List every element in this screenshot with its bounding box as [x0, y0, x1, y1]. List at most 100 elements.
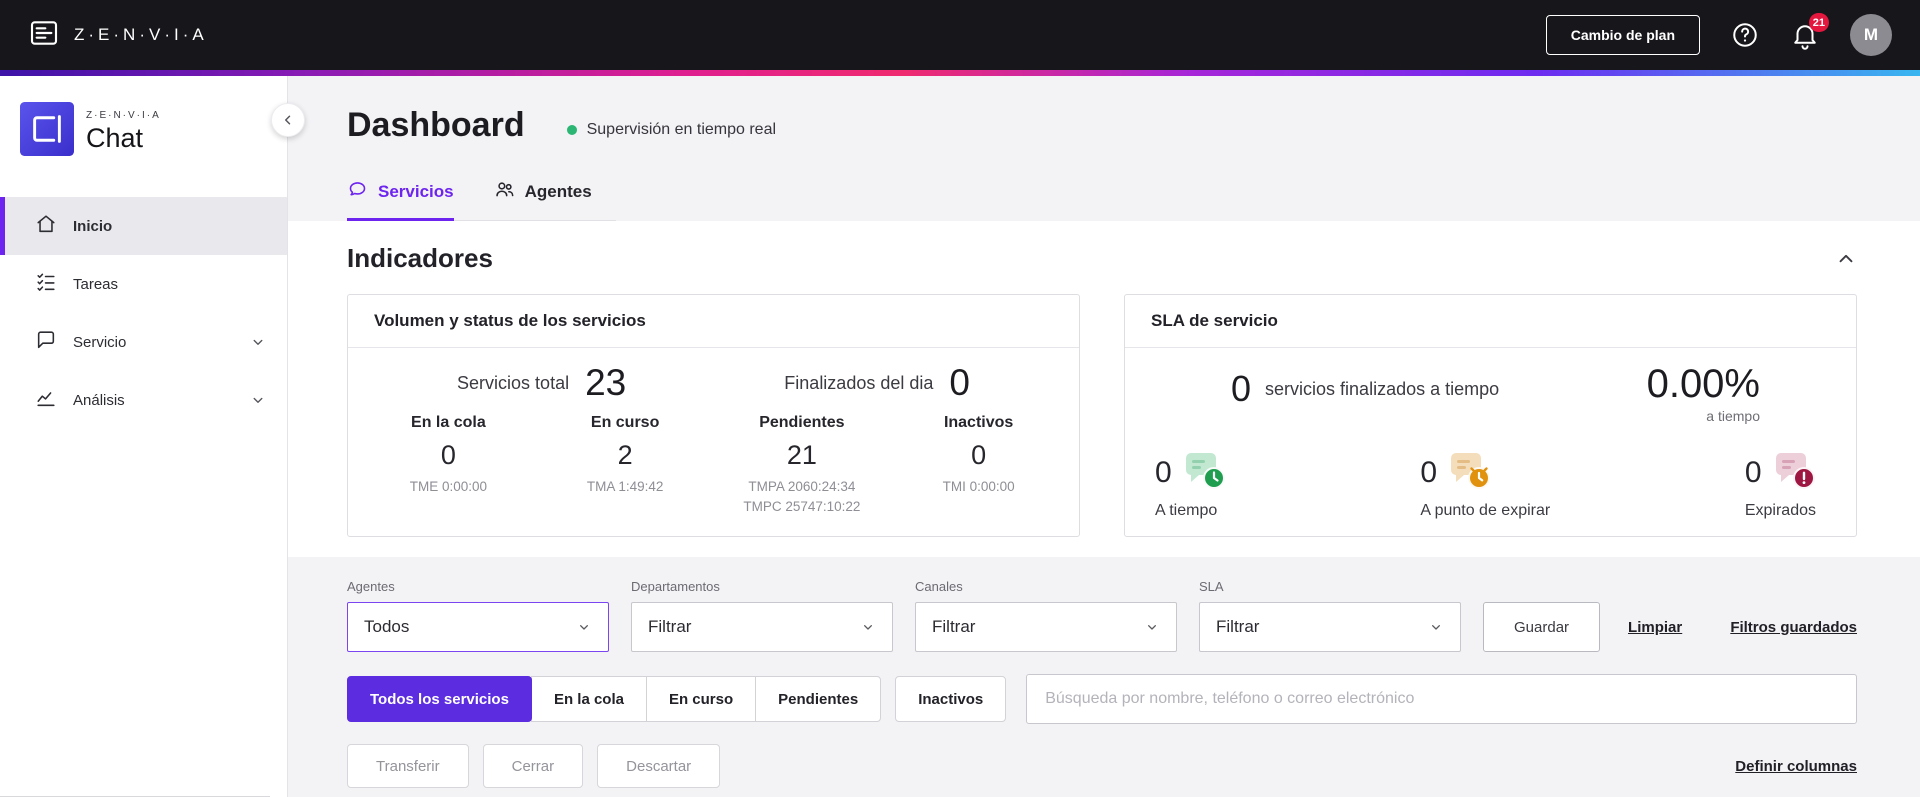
chat-product-logo[interactable]: Z·E·N·V·I·A Chat [0, 76, 287, 169]
about-to-expire-icon [1447, 448, 1491, 497]
tab-label: Agentes [524, 182, 592, 201]
sidebar-menu: Inicio Tareas [0, 197, 287, 429]
brand-gradient-strip [0, 70, 1920, 76]
filter-sla: SLA Filtrar [1199, 579, 1461, 652]
sidebar: Z·E·N·V·I·A Chat Inicio [0, 76, 288, 797]
filter-agentes: Agentes Todos [347, 579, 609, 652]
sidebar-item-analisis[interactable]: Análisis [0, 371, 287, 429]
on-time-value: 0 [1155, 455, 1172, 489]
sidebar-item-label: Inicio [73, 217, 113, 235]
select-value: Filtrar [648, 617, 692, 636]
sla-finished-value: 0 [1231, 368, 1252, 409]
sla-stat-on-time: 0 [1155, 448, 1226, 520]
stat-label: Inactivos [943, 414, 1014, 431]
live-status-text: Supervisión en tiempo real [586, 120, 777, 138]
chevron-down-icon [249, 391, 267, 409]
chevron-down-icon [1428, 619, 1444, 635]
indicators-header: Indicadores [347, 243, 1857, 274]
sidebar-item-tareas[interactable]: Tareas [0, 255, 287, 313]
user-avatar[interactable]: M [1850, 14, 1892, 56]
select-value: Todos [364, 617, 410, 636]
services-total-value: 23 [585, 362, 627, 403]
sla-card-title: SLA de servicio [1125, 295, 1856, 348]
stat-metric: TMPC 25747:10:22 [743, 499, 861, 514]
sla-stat-about-to-expire: 0 [1420, 448, 1550, 520]
chat-logo-icon [20, 102, 74, 161]
sidebar-item-servicio[interactable]: Servicio [0, 313, 287, 371]
services-tab-icon [347, 179, 368, 205]
tab-pendientes[interactable]: Pendientes [755, 676, 882, 722]
change-plan-button[interactable]: Cambio de plan [1545, 15, 1700, 55]
bulk-actions-row: Transferir Cerrar Descartar Definir colu… [288, 724, 1920, 788]
tab-agentes[interactable]: Agentes [494, 179, 592, 221]
canales-select[interactable]: Filtrar [915, 602, 1177, 652]
service-filter-row: Todos los servicios En la cola En curso … [288, 652, 1920, 724]
clear-filters-link[interactable]: Limpiar [1628, 602, 1682, 652]
tasks-icon [35, 271, 57, 297]
sla-finished: 0 servicios finalizados a tiempo [1231, 368, 1499, 410]
live-status-dot [566, 124, 577, 135]
help-button[interactable] [1730, 20, 1760, 50]
search-input[interactable] [1045, 690, 1838, 708]
chat-bubble-icon [35, 329, 57, 355]
help-icon [1733, 23, 1757, 47]
stat-metric: TMA 1:49:42 [586, 479, 664, 494]
indicators-title: Indicadores [347, 243, 493, 273]
agentes-select[interactable]: Todos [347, 602, 609, 652]
close-service-button[interactable]: Cerrar [482, 744, 584, 788]
sidebar-collapse-button[interactable] [271, 103, 305, 137]
filter-canales: Canales Filtrar [915, 579, 1177, 652]
collapse-indicators-button[interactable] [1835, 248, 1857, 270]
agents-tab-icon [494, 179, 515, 205]
chevron-down-icon [249, 333, 267, 351]
filter-label: Agentes [347, 579, 395, 594]
indicators-section: Indicadores Volumen y status de los serv… [288, 221, 1920, 557]
filter-label: SLA [1199, 579, 1224, 594]
transfer-button[interactable]: Transferir [347, 744, 469, 788]
tab-servicios[interactable]: Servicios [347, 179, 454, 221]
sla-percent: 0.00% a tiempo [1647, 362, 1760, 424]
tab-inactivos[interactable]: Inactivos [895, 676, 1007, 722]
live-status: Supervisión en tiempo real [566, 120, 777, 139]
chevron-left-icon [285, 115, 291, 125]
volume-card-title: Volumen y status de los servicios [348, 295, 1079, 348]
define-columns-link[interactable]: Definir columnas [1735, 757, 1857, 775]
expired-icon [1772, 448, 1816, 497]
sla-summary: 0 servicios finalizados a tiempo 0.00% a… [1125, 348, 1856, 424]
chat-logo-brand: Z·E·N·V·I·A [86, 109, 161, 121]
about-to-expire-label: A punto de expirar [1420, 502, 1551, 519]
chevron-down-icon [1144, 619, 1160, 635]
zenvia-brand[interactable]: Z·E·N·V·I·A [28, 17, 208, 54]
finished-today-value: 0 [949, 362, 970, 403]
filter-label: Departamentos [631, 579, 720, 594]
notifications-button[interactable]: 21 [1790, 13, 1829, 50]
saved-filters-link[interactable]: Filtros guardados [1730, 602, 1857, 652]
select-value: Filtrar [1216, 617, 1260, 636]
services-total-label: Servicios total [457, 372, 570, 393]
tab-todos-los-servicios[interactable]: Todos los servicios [347, 676, 532, 722]
departamentos-select[interactable]: Filtrar [631, 602, 893, 652]
stat-value: 2 [617, 440, 633, 470]
tab-en-la-cola[interactable]: En la cola [530, 676, 647, 722]
topbar-actions: Cambio de plan 21 M [1545, 13, 1892, 56]
page-header: Dashboard Supervisión en tiempo real [288, 76, 1920, 145]
sidebar-item-label: Tareas [73, 275, 119, 293]
expired-label: Expirados [1744, 502, 1816, 519]
select-value: Filtrar [932, 617, 976, 636]
sidebar-item-inicio[interactable]: Inicio [0, 197, 287, 255]
save-filters-button[interactable]: Guardar [1483, 602, 1601, 652]
volume-stats: En la cola 0 TME 0:00:00 En curso 2 TMA … [348, 414, 1079, 530]
sla-card: SLA de servicio 0 servicios finalizados … [1124, 294, 1857, 537]
stat-metric: TMI 0:00:00 [942, 479, 1015, 494]
sla-select[interactable]: Filtrar [1199, 602, 1461, 652]
chevron-up-icon [1839, 254, 1853, 262]
content-area: Z·E·N·V·I·A Chat Inicio [0, 76, 1920, 797]
stat-en-la-cola: En la cola 0 TME 0:00:00 [360, 414, 537, 514]
finished-today-label: Finalizados del dia [784, 372, 934, 393]
discard-button[interactable]: Descartar [597, 744, 721, 788]
stat-value: 0 [440, 440, 456, 470]
tab-en-curso[interactable]: En curso [645, 676, 757, 722]
filter-departamentos: Departamentos Filtrar [631, 579, 893, 652]
about-to-expire-value: 0 [1420, 455, 1438, 489]
